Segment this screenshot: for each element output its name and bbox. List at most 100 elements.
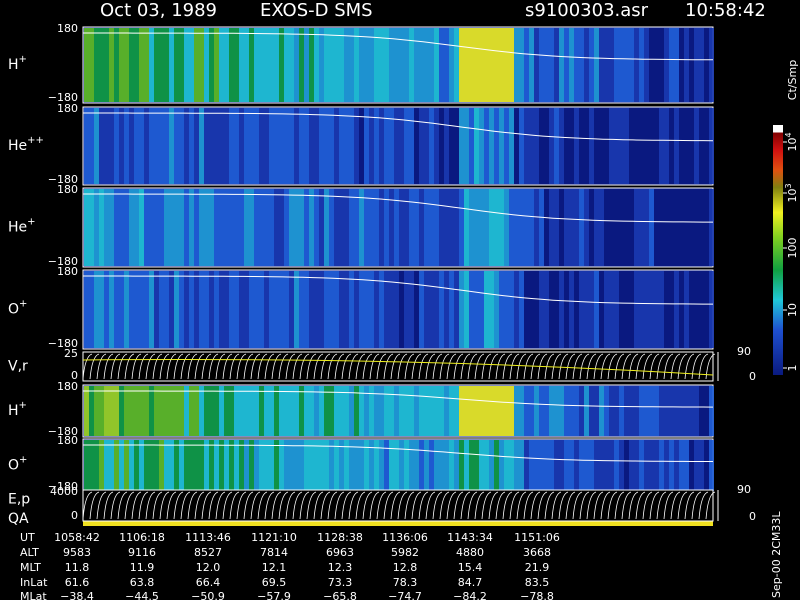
- spectrogram-cell: [354, 189, 359, 266]
- spectrogram-cell: [664, 440, 669, 491]
- spectrogram-cell: [134, 440, 139, 491]
- spectrogram-cell: [444, 271, 449, 348]
- spectrogram-cell: [629, 271, 634, 348]
- tick-base: 10: [786, 138, 799, 152]
- spectrogram-cell: [459, 189, 464, 266]
- spectrogram-cell: [544, 386, 549, 436]
- spectrogram-cell: [369, 386, 374, 436]
- spectrogram-cell: [429, 28, 434, 102]
- spectrogram-cell: [429, 440, 434, 491]
- spectrogram-cell: [304, 108, 309, 184]
- spectrogram-cell: [144, 189, 149, 266]
- spectrogram-cell: [704, 108, 709, 184]
- spectrogram-cell: [489, 28, 494, 102]
- spectrogram-cell: [264, 440, 269, 491]
- spectrogram-cell: [194, 386, 199, 436]
- axis-bottom: −180: [48, 173, 78, 186]
- spectrogram-cell: [464, 440, 469, 491]
- spectrogram-cell: [314, 189, 319, 266]
- spectrogram-cell: [244, 440, 249, 491]
- spectrogram-cell: [434, 386, 439, 436]
- spectrogram-cell: [194, 440, 199, 491]
- spectrogram-cell: [644, 440, 649, 491]
- spectrogram-cell: [459, 386, 464, 436]
- spectrogram-cell: [469, 108, 474, 184]
- spectrogram-cell: [539, 28, 544, 102]
- spectrogram-cell: [359, 108, 364, 184]
- spectrogram-cell: [209, 271, 214, 348]
- spectrogram-cell: [449, 28, 454, 102]
- spectrogram-cell: [634, 271, 639, 348]
- spectrogram-cell: [249, 28, 254, 102]
- spectrogram-cell: [509, 189, 514, 266]
- row-label: ALT: [20, 546, 39, 559]
- spectrogram-cell: [549, 386, 554, 436]
- spectrogram-cell: [649, 440, 654, 491]
- spectrogram-cell: [154, 28, 159, 102]
- spectrogram-cell: [114, 108, 119, 184]
- spectrogram-cell: [329, 386, 334, 436]
- colorbar-tick: 104: [784, 132, 799, 151]
- spectrogram-cell: [494, 440, 499, 491]
- spectrogram-cell: [84, 271, 89, 348]
- spectrogram-cell: [539, 271, 544, 348]
- spectrogram-cell: [319, 189, 324, 266]
- spectrogram-cell: [84, 28, 89, 102]
- spectrogram-cell: [449, 386, 454, 436]
- cell: 6963: [326, 546, 354, 559]
- spectrogram-cell: [599, 386, 604, 436]
- spectrogram-cell: [389, 108, 394, 184]
- label-sup: +: [19, 299, 27, 310]
- spectrogram-cell: [129, 271, 134, 348]
- spectrogram-cell: [404, 28, 409, 102]
- spectrogram-cell: [504, 386, 509, 436]
- panel-label: H+: [8, 54, 27, 73]
- spectrogram-cell: [454, 440, 459, 491]
- spectrogram-cell: [369, 189, 374, 266]
- spectrogram-cell: [659, 386, 664, 436]
- spectrogram-cell: [154, 386, 159, 436]
- spectrogram-cell: [89, 108, 94, 184]
- spectrogram-cell: [664, 28, 669, 102]
- spectrogram-cell: [509, 440, 514, 491]
- spectrogram-cell: [224, 108, 229, 184]
- spectrogram-cell: [279, 271, 284, 348]
- spectrogram-cell: [259, 440, 264, 491]
- spectrogram-cell: [499, 108, 504, 184]
- spectrogram-cell: [469, 189, 474, 266]
- spectrogram-cell: [269, 271, 274, 348]
- spectrogram-cell: [494, 28, 499, 102]
- spectrogram-cell: [129, 108, 134, 184]
- spectrogram-cell: [639, 28, 644, 102]
- tick-base: 1: [786, 365, 799, 372]
- spectrogram-cell: [194, 108, 199, 184]
- spectrogram-cell: [679, 189, 684, 266]
- spectrogram-cell: [674, 189, 679, 266]
- spectrogram-cell: [704, 189, 709, 266]
- label-text: O: [8, 302, 19, 318]
- spectrogram-cell: [679, 440, 684, 491]
- spectrogram-cell: [424, 271, 429, 348]
- spectrogram-cell: [429, 271, 434, 348]
- spectrogram-cell: [104, 189, 109, 266]
- axis-bottom: −180: [48, 425, 78, 438]
- wave-trace: [82, 491, 716, 520]
- spectrogram-cell: [89, 386, 94, 436]
- spectrogram-cell: [164, 386, 169, 436]
- spectrogram-cell: [99, 440, 104, 491]
- spectrogram-cell: [374, 271, 379, 348]
- spectrogram-cell: [144, 271, 149, 348]
- spectrogram-cell: [179, 28, 184, 102]
- spectrogram-cell: [429, 189, 434, 266]
- spectrogram-cell: [514, 108, 519, 184]
- spectrogram-cell: [104, 386, 109, 436]
- spectrogram-cell: [99, 108, 104, 184]
- spectrogram-cell: [629, 28, 634, 102]
- axis-top: 180: [57, 434, 78, 447]
- spectrogram-cell: [179, 440, 184, 491]
- spectrogram-cell: [629, 189, 634, 266]
- spectrogram-cell: [584, 28, 589, 102]
- spectrogram-cell: [369, 28, 374, 102]
- spectrogram-cell: [119, 386, 124, 436]
- spectrogram-cell: [114, 28, 119, 102]
